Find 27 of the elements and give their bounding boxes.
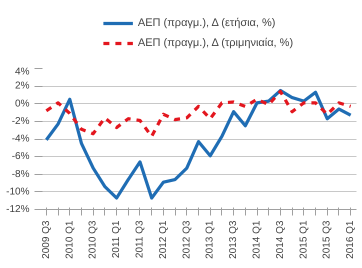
x-tick-label: 2012 Q3 <box>181 220 192 259</box>
y-tick-label: 0% <box>15 98 30 110</box>
x-tick-label: 2010 Q1 <box>64 220 76 259</box>
x-tick-label: 2013 Q3 <box>228 220 240 259</box>
y-tick-label: -2% <box>12 116 30 127</box>
legend-label: ΑΕΠ (πραγμ.), Δ (τριμηνιαία, %) <box>138 36 294 50</box>
x-tick-label: 2009 Q3 <box>40 220 52 259</box>
x-tick-label: 2010 Q3 <box>88 220 99 259</box>
y-tick-label: -10% <box>6 186 30 198</box>
line-series <box>44 90 352 138</box>
y-tick-label: -6% <box>12 151 30 162</box>
x-tick-label: 2011 Q1 <box>111 220 122 258</box>
y-tick-label: -4% <box>12 134 30 144</box>
x-tick-label: 2016 Q1 <box>345 220 356 259</box>
y-tick-label: -12% <box>6 204 30 215</box>
y-tick-label: 4% <box>15 66 30 78</box>
x-tick-label: 2011 Q3 <box>134 220 146 258</box>
x-tick-label: 2014 Q3 <box>274 220 286 259</box>
x-tick-label: 2015 Q1 <box>298 220 310 259</box>
y-tick-label: -8% <box>12 168 30 180</box>
x-tick-label: 2014 Q1 <box>252 220 263 259</box>
line-series <box>44 88 352 200</box>
legend-label: ΑΕΠ (πραγμ.), Δ (ετήσια, %) <box>138 16 276 30</box>
x-tick-label: 2012 Q1 <box>158 220 169 259</box>
y-tick-label: 2% <box>15 80 30 92</box>
x-tick-label: 2013 Q1 <box>204 220 216 259</box>
x-tick-label: 2015 Q3 <box>322 220 333 259</box>
